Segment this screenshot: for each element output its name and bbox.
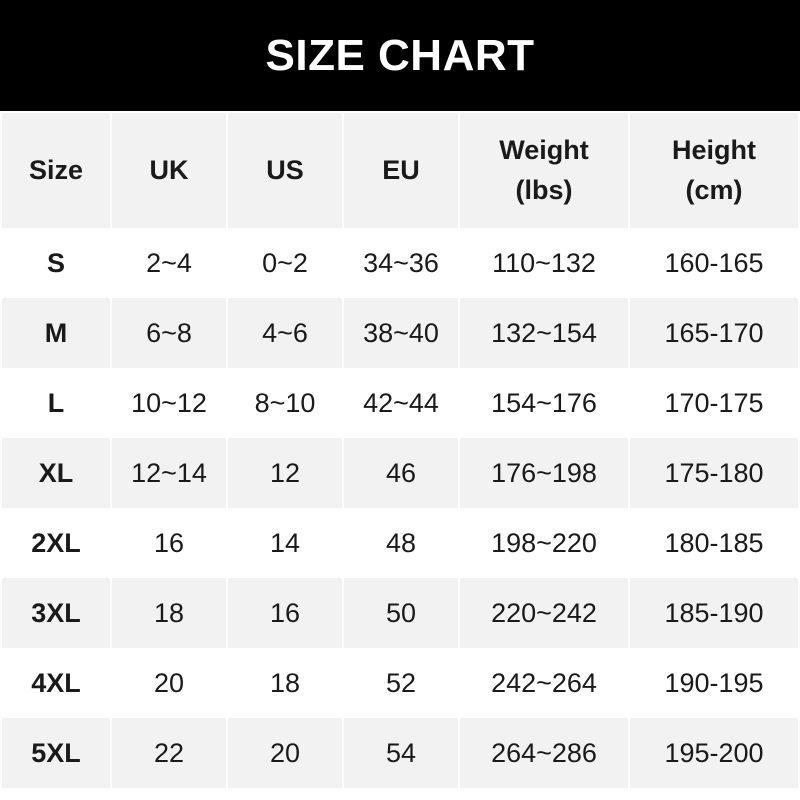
column-header-eu: EU	[342, 113, 460, 228]
cell-weight: 132~154	[458, 298, 630, 368]
cell-us: 12	[226, 438, 344, 508]
cell-eu: 52	[342, 648, 460, 718]
size-chart-title: SIZE CHART	[0, 0, 800, 111]
cell-height: 185-190	[628, 578, 800, 648]
table-row: S 2~4 0~2 34~36 110~132 160-165	[0, 228, 800, 298]
cell-size: L	[0, 368, 112, 438]
cell-uk: 16	[110, 508, 228, 578]
table-row: XL 12~14 12 46 176~198 175-180	[0, 438, 800, 508]
cell-uk: 12~14	[110, 438, 228, 508]
column-header-us: US	[226, 113, 344, 228]
cell-size: 2XL	[0, 508, 112, 578]
cell-size: 5XL	[0, 718, 112, 788]
column-header-size: Size	[0, 113, 112, 228]
cell-height: 190-195	[628, 648, 800, 718]
table-row: M 6~8 4~6 38~40 132~154 165-170	[0, 298, 800, 368]
cell-us: 8~10	[226, 368, 344, 438]
cell-size: 4XL	[0, 648, 112, 718]
table-row: 4XL 20 18 52 242~264 190-195	[0, 648, 800, 718]
table-row: 5XL 22 20 54 264~286 195-200	[0, 718, 800, 788]
cell-height: 160-165	[628, 228, 800, 298]
cell-eu: 38~40	[342, 298, 460, 368]
cell-eu: 50	[342, 578, 460, 648]
cell-eu: 54	[342, 718, 460, 788]
cell-height: 195-200	[628, 718, 800, 788]
cell-uk: 2~4	[110, 228, 228, 298]
table-row: 3XL 18 16 50 220~242 185-190	[0, 578, 800, 648]
cell-eu: 34~36	[342, 228, 460, 298]
cell-size: M	[0, 298, 112, 368]
column-header-uk: UK	[110, 113, 228, 228]
cell-us: 0~2	[226, 228, 344, 298]
cell-eu: 48	[342, 508, 460, 578]
cell-uk: 18	[110, 578, 228, 648]
cell-height: 170-175	[628, 368, 800, 438]
cell-us: 16	[226, 578, 344, 648]
cell-eu: 46	[342, 438, 460, 508]
cell-uk: 20	[110, 648, 228, 718]
cell-us: 14	[226, 508, 344, 578]
header-row: Size UK US EU Weight (lbs) Height (cm)	[0, 113, 800, 228]
column-header-weight: Weight (lbs)	[458, 113, 630, 228]
cell-weight: 264~286	[458, 718, 630, 788]
cell-height: 180-185	[628, 508, 800, 578]
cell-weight: 176~198	[458, 438, 630, 508]
cell-eu: 42~44	[342, 368, 460, 438]
cell-height: 175-180	[628, 438, 800, 508]
cell-us: 20	[226, 718, 344, 788]
cell-us: 18	[226, 648, 344, 718]
cell-us: 4~6	[226, 298, 344, 368]
cell-uk: 6~8	[110, 298, 228, 368]
cell-weight: 110~132	[458, 228, 630, 298]
table-row: L 10~12 8~10 42~44 154~176 170-175	[0, 368, 800, 438]
cell-size: S	[0, 228, 112, 298]
size-chart-table: Size UK US EU Weight (lbs) Height (cm) S 2~4 0~…	[0, 113, 800, 788]
cell-uk: 10~12	[110, 368, 228, 438]
cell-height: 165-170	[628, 298, 800, 368]
cell-weight: 198~220	[458, 508, 630, 578]
cell-size: XL	[0, 438, 112, 508]
cell-uk: 22	[110, 718, 228, 788]
cell-size: 3XL	[0, 578, 112, 648]
table-row: 2XL 16 14 48 198~220 180-185	[0, 508, 800, 578]
column-header-height: Height (cm)	[628, 113, 800, 228]
cell-weight: 154~176	[458, 368, 630, 438]
cell-weight: 242~264	[458, 648, 630, 718]
cell-weight: 220~242	[458, 578, 630, 648]
